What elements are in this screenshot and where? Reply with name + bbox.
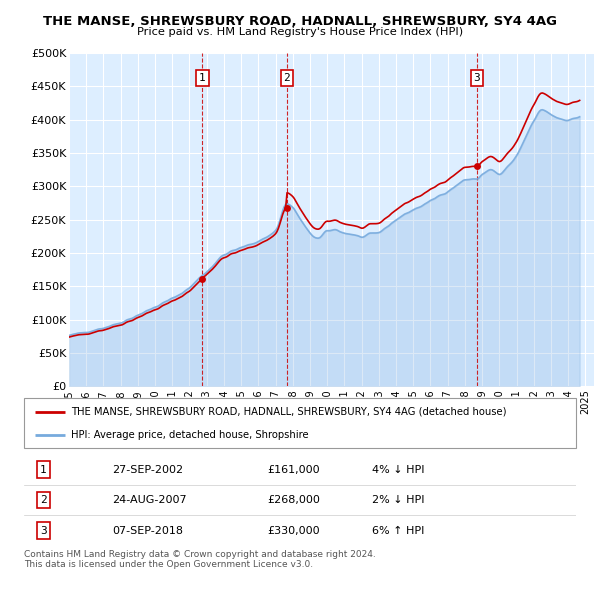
Text: 1: 1 bbox=[40, 464, 47, 474]
Text: 2% ↓ HPI: 2% ↓ HPI bbox=[372, 495, 424, 505]
Text: 1: 1 bbox=[199, 73, 206, 83]
Text: Contains HM Land Registry data © Crown copyright and database right 2024.
This d: Contains HM Land Registry data © Crown c… bbox=[24, 550, 376, 569]
Text: THE MANSE, SHREWSBURY ROAD, HADNALL, SHREWSBURY, SY4 4AG (detached house): THE MANSE, SHREWSBURY ROAD, HADNALL, SHR… bbox=[71, 407, 506, 417]
Text: £330,000: £330,000 bbox=[267, 526, 320, 536]
Text: 07-SEP-2018: 07-SEP-2018 bbox=[112, 526, 184, 536]
Text: £161,000: £161,000 bbox=[267, 464, 320, 474]
Text: THE MANSE, SHREWSBURY ROAD, HADNALL, SHREWSBURY, SY4 4AG: THE MANSE, SHREWSBURY ROAD, HADNALL, SHR… bbox=[43, 15, 557, 28]
Text: HPI: Average price, detached house, Shropshire: HPI: Average price, detached house, Shro… bbox=[71, 430, 308, 440]
Text: 2: 2 bbox=[283, 73, 290, 83]
Text: Price paid vs. HM Land Registry's House Price Index (HPI): Price paid vs. HM Land Registry's House … bbox=[137, 27, 463, 37]
Text: 2: 2 bbox=[40, 495, 47, 505]
Text: £268,000: £268,000 bbox=[267, 495, 320, 505]
Text: 24-AUG-2007: 24-AUG-2007 bbox=[112, 495, 187, 505]
Text: 3: 3 bbox=[40, 526, 47, 536]
Text: 27-SEP-2002: 27-SEP-2002 bbox=[112, 464, 184, 474]
Text: 3: 3 bbox=[473, 73, 481, 83]
Text: 4% ↓ HPI: 4% ↓ HPI bbox=[372, 464, 424, 474]
Text: 6% ↑ HPI: 6% ↑ HPI bbox=[372, 526, 424, 536]
